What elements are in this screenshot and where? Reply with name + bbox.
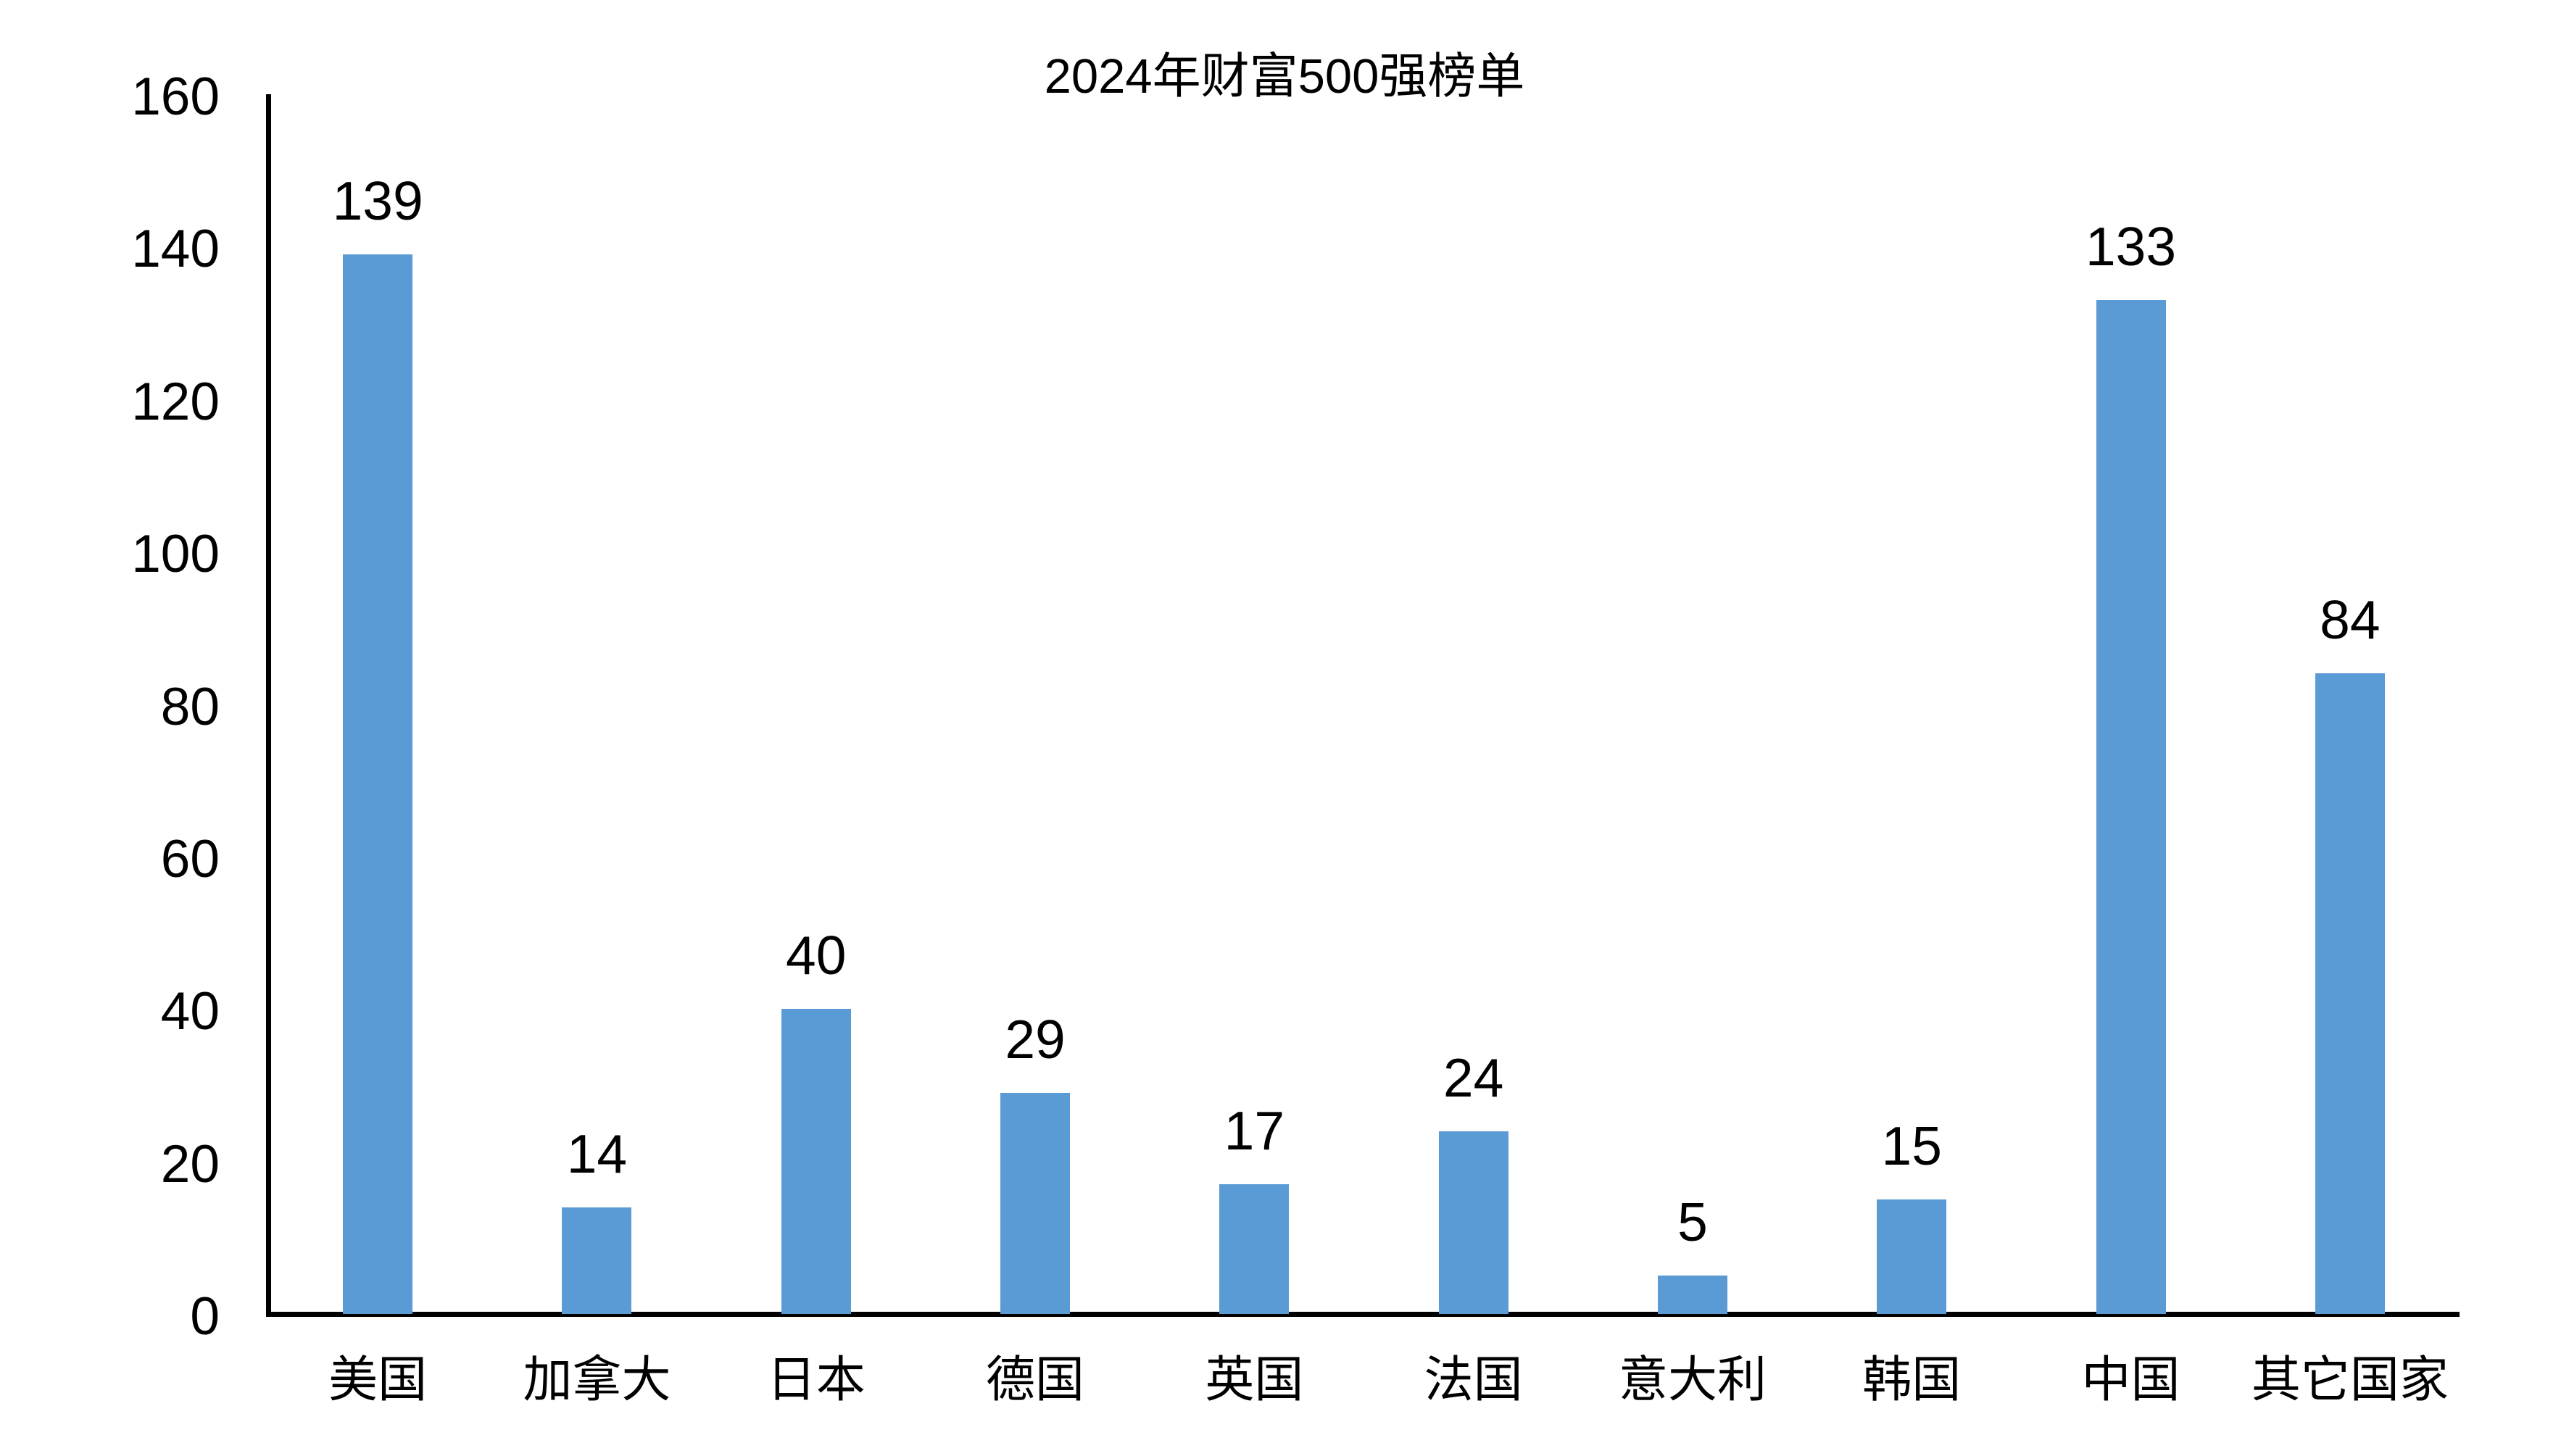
y-axis-line	[266, 94, 271, 1317]
y-axis-tick-label: 120	[131, 372, 220, 431]
bar	[343, 254, 413, 1314]
x-axis-label: 德国	[986, 1352, 1085, 1407]
bar	[1000, 1092, 1071, 1314]
chart-title: 2024年财富500强榜单	[1044, 49, 1525, 104]
bar-value-label: 5	[1677, 1191, 1708, 1253]
y-axis-tick-label: 0	[190, 1287, 220, 1346]
x-axis-label: 加拿大	[523, 1352, 671, 1407]
bar	[2096, 300, 2166, 1314]
y-axis-tick-label: 140	[131, 220, 220, 279]
bar	[1438, 1131, 1508, 1314]
x-axis-label: 法国	[1424, 1352, 1523, 1407]
y-axis-tick-label: 40	[160, 982, 220, 1041]
x-axis-line	[266, 1312, 2460, 1317]
bar-value-label: 15	[1881, 1115, 1942, 1177]
bar-value-label: 17	[1224, 1100, 1285, 1162]
x-axis-label: 韩国	[1862, 1352, 1962, 1407]
x-axis-label: 美国	[328, 1352, 428, 1407]
bar	[1219, 1184, 1290, 1314]
bar	[781, 1009, 851, 1314]
bar	[562, 1207, 632, 1314]
y-axis-tick-label: 100	[131, 525, 220, 584]
bar-value-label: 84	[2320, 589, 2381, 651]
y-axis-tick-label: 60	[160, 829, 220, 889]
y-axis-tick-label: 80	[160, 677, 220, 736]
bar-value-label: 14	[566, 1123, 628, 1184]
bar-value-label: 139	[332, 170, 423, 231]
y-axis-tick-label: 20	[160, 1134, 220, 1194]
bar	[1657, 1276, 1727, 1314]
x-axis-label: 意大利	[1618, 1352, 1767, 1407]
bar-value-label: 24	[1443, 1047, 1504, 1108]
x-axis-label: 日本	[766, 1352, 866, 1407]
x-axis-label: 英国	[1205, 1352, 1304, 1407]
bar	[2315, 673, 2385, 1314]
bar-value-label: 29	[1005, 1008, 1066, 1070]
bar-value-label: 40	[786, 925, 847, 986]
x-axis-label: 其它国家	[2251, 1352, 2449, 1407]
bar-value-label: 133	[2085, 216, 2177, 278]
x-axis-label: 中国	[2081, 1352, 2180, 1407]
bar	[1877, 1199, 1947, 1314]
y-axis-tick-label: 160	[131, 67, 220, 126]
